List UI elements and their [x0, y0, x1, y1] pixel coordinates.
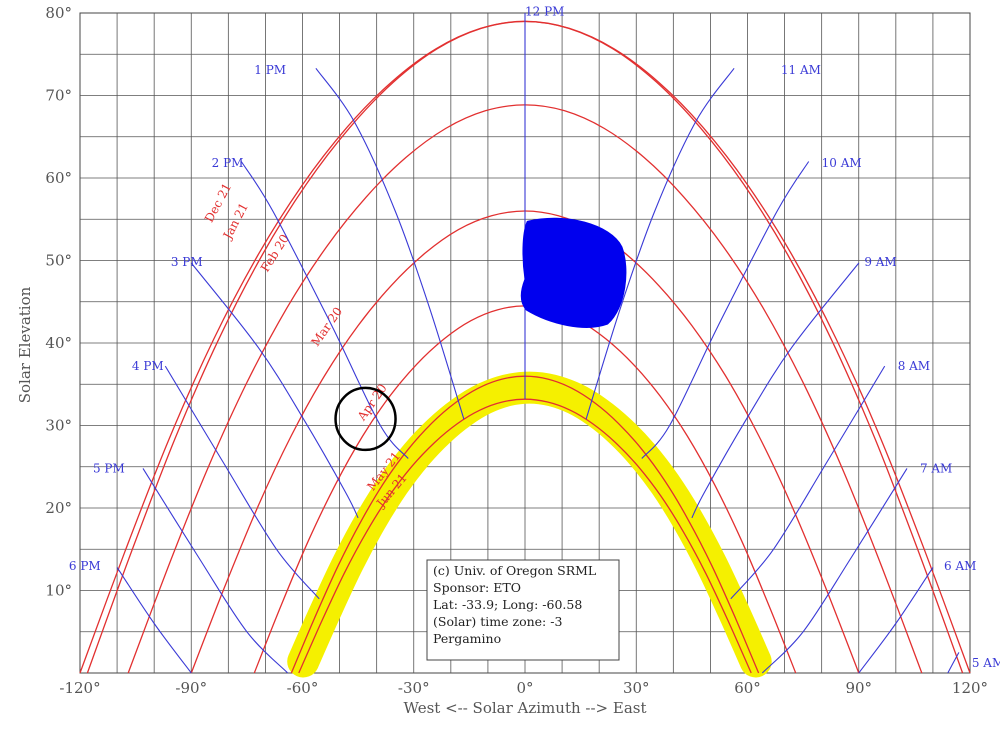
hour-label: 6 PM: [69, 559, 101, 573]
hour-label: 8 AM: [898, 359, 930, 373]
hour-line: [585, 67, 735, 420]
hour-line: [116, 567, 192, 674]
info-line: Sponsor: ETO: [433, 580, 521, 595]
y-tick-label: 40°: [45, 334, 72, 352]
hour-label: 9 AM: [864, 255, 896, 269]
y-tick-label: 20°: [45, 499, 72, 517]
hour-line: [730, 365, 886, 600]
y-axis-title: Solar Elevation: [16, 286, 34, 403]
hour-line: [761, 468, 908, 674]
hour-label: 12 PM: [525, 4, 564, 18]
info-line: Lat: -33.9; Long: -60.58: [433, 597, 582, 612]
hour-line: [142, 468, 289, 674]
x-tick-label: -120°: [59, 679, 100, 697]
hour-line: [691, 262, 860, 519]
x-tick-label: 120°: [952, 679, 988, 697]
x-tick-label: -90°: [175, 679, 207, 697]
hour-lines: 12 PM 1 PM 2 PM 3 PM 4 PM 5 PM 6 PM 11 AM 10 AM 9…: [69, 4, 1000, 674]
info-line: (c) Univ. of Oregon SRML: [433, 563, 596, 578]
annotation-overlays: [334, 217, 627, 452]
tick-labels: -120° -90° -60° -30° 0° 30° 60° 90° 120° 10° 20° 30…: [45, 4, 988, 697]
x-tick-label: -60°: [287, 679, 319, 697]
hour-line: [947, 652, 960, 674]
hour-label: 5 AM: [972, 656, 1000, 670]
y-tick-label: 50°: [45, 252, 72, 270]
black-circle-marker: [334, 386, 397, 452]
hour-label: 6 AM: [944, 559, 976, 573]
y-tick-label: 80°: [45, 4, 72, 22]
x-axis-title: West <-- Solar Azimuth --> East: [404, 699, 647, 717]
x-tick-label: 30°: [623, 679, 650, 697]
date-line: [298, 398, 752, 674]
yellow-highlight-band: [287, 371, 772, 678]
hour-label: 1 PM: [254, 63, 286, 77]
hour-label: 11 AM: [781, 63, 821, 77]
blue-scribble-blob: [520, 217, 627, 328]
hour-line: [190, 262, 359, 519]
yellow-highlight: [287, 371, 772, 678]
info-box: (c) Univ. of Oregon SRML Sponsor: ETO La…: [426, 559, 620, 661]
hour-line: [858, 567, 934, 674]
info-line: Pergamino: [433, 631, 501, 646]
y-tick-label: 30°: [45, 417, 72, 435]
hour-label: 4 PM: [132, 359, 164, 373]
y-tick-label: 60°: [45, 169, 72, 187]
x-tick-label: 90°: [845, 679, 872, 697]
info-line: (Solar) time zone: -3: [433, 614, 562, 629]
hour-label: 3 PM: [171, 255, 203, 269]
hour-label: 7 AM: [920, 461, 952, 475]
y-tick-label: 70°: [45, 87, 72, 105]
hour-line: [240, 161, 409, 459]
hour-line: [641, 161, 810, 459]
hour-line: [315, 67, 465, 420]
date-label: Jan 21: [220, 200, 252, 243]
x-tick-label: 0°: [516, 679, 533, 697]
x-tick-label: -30°: [398, 679, 430, 697]
hour-label: 2 PM: [212, 156, 244, 170]
info-box-frame: [426, 559, 620, 661]
hour-label: 10 AM: [822, 156, 862, 170]
y-tick-label: 10°: [45, 582, 72, 600]
hour-line: [164, 365, 320, 600]
hour-label: 5 PM: [93, 461, 125, 475]
x-tick-label: 60°: [734, 679, 761, 697]
